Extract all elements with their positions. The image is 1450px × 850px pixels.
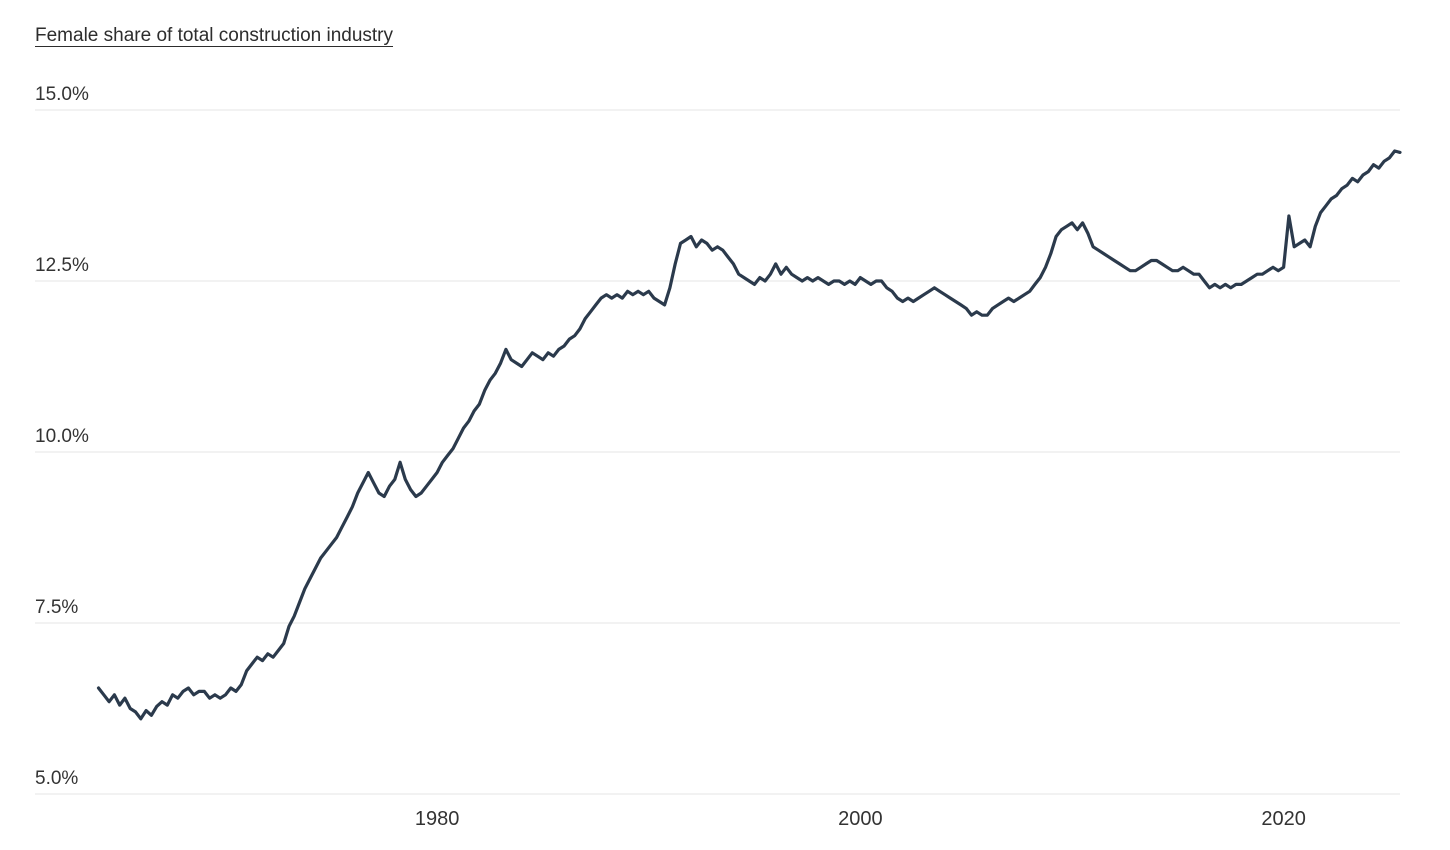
x-axis-label: 2020 xyxy=(1261,808,1306,830)
y-axis-label: 10.0% xyxy=(35,426,89,447)
y-axis-label: 12.5% xyxy=(35,255,89,276)
data-line xyxy=(96,149,1402,721)
y-axis-label: 15.0% xyxy=(35,84,89,105)
y-axis-label: 7.5% xyxy=(35,597,79,618)
x-axis-label: 2000 xyxy=(838,808,883,830)
y-axis-label: 5.0% xyxy=(35,768,79,789)
chart-title[interactable]: Female share of total construction indus… xyxy=(35,25,394,46)
x-axis-label: 1980 xyxy=(414,808,460,830)
